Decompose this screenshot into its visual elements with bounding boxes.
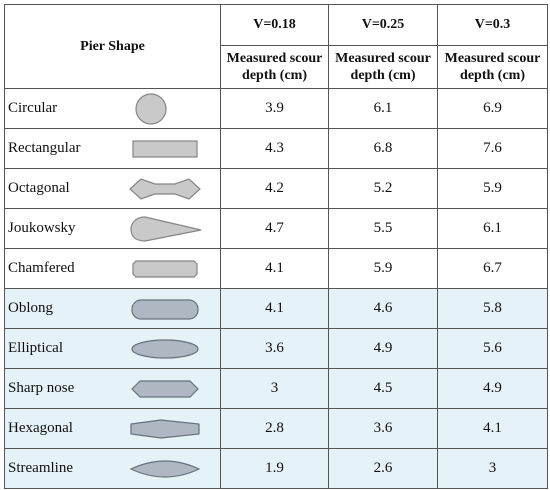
shape-cell [110,328,222,369]
value: 7.6 [437,128,549,169]
value: 6.8 [328,128,439,169]
value: 4.7 [220,208,330,249]
shape-cell [110,88,222,129]
value: 4.1 [437,408,549,449]
shape-cell [110,368,222,409]
row: Circular 3.9 6.1 6.9 [4,88,549,129]
value: 4.2 [220,168,330,209]
value: 2.8 [220,408,330,449]
shape-icon [132,139,198,158]
shape-name: Chamfered [4,248,111,289]
value: 4.5 [328,368,439,409]
shape-icon [132,259,198,278]
shape-name: Sharp nose [4,368,111,409]
header-row: Measured scour depth (cm) Measured scour… [5,45,549,89]
shape-cell [110,288,222,329]
value: 6.7 [437,248,549,289]
row: Sharp nose 3 4.5 4.9 [4,368,549,409]
measure-header: Measured scour depth (cm) [328,45,439,89]
row: Rectangular 4.3 6.8 7.6 [4,128,549,169]
velocity-header: V=0.3 [437,4,549,46]
value: 4.1 [220,288,330,329]
velocity-header: V=0.25 [328,4,439,46]
shape-name: Elliptical [4,328,111,369]
shape-icon [135,92,167,125]
shape-name: Hexagonal [4,408,111,449]
shape-name: Rectangular [4,128,111,169]
value: 5.5 [328,208,439,249]
value: 6.1 [328,88,439,129]
shape-icon [131,298,199,320]
value: 5.8 [437,288,549,329]
value: 4.3 [220,128,330,169]
value: 6.9 [437,88,549,129]
pier-shape-header: Pier Shape [3,4,222,89]
shape-cell [110,168,222,209]
shape-name: Circular [4,88,111,129]
row: Oblong 4.1 4.6 5.8 [4,288,549,329]
value: 3 [220,368,330,409]
value: 1.9 [220,448,330,489]
shape-icon [130,215,202,242]
value: 4.1 [220,248,330,289]
row: Elliptical 3.6 4.9 5.6 [4,328,549,369]
measure-header: Measured scour depth (cm) [220,45,330,89]
shape-icon [129,177,202,200]
value: 4.9 [328,328,439,369]
row: Octagonal 4.2 5.2 5.9 [4,168,549,209]
velocity-header: V=0.18 [220,4,330,46]
shape-icon [131,379,200,398]
value: 3.6 [220,328,330,369]
shape-icon [130,418,200,439]
value: 3.6 [328,408,439,449]
measure-header: Measured scour depth (cm) [437,45,549,89]
row: Streamline 1.9 2.6 3 [4,448,549,489]
value: 5.9 [328,248,439,289]
scour-table: Pier Shape V=0.18 V=0.25 V=0.3 Measured … [3,4,549,489]
shape-name: Octagonal [4,168,111,209]
shape-name: Joukowsky [4,208,111,249]
row: Hexagonal 2.8 3.6 4.1 [4,408,549,449]
shape-name: Streamline [4,448,111,489]
value: 5.9 [437,168,549,209]
shape-icon [129,459,201,478]
value: 3 [437,448,549,489]
value: 5.2 [328,168,439,209]
shape-cell [110,208,222,249]
shape-cell [110,128,222,169]
shape-cell [110,448,222,489]
row: Joukowsky 4.7 5.5 6.1 [4,208,549,249]
value: 5.6 [437,328,549,369]
shape-icon [131,338,199,359]
row: Chamfered 4.1 5.9 6.7 [4,248,549,289]
shape-name: Oblong [4,288,111,329]
value: 6.1 [437,208,549,249]
shape-cell [110,408,222,449]
value: 3.9 [220,88,330,129]
header-row: Pier Shape V=0.18 V=0.25 V=0.3 [3,4,549,89]
value: 4.9 [437,368,549,409]
shape-cell [110,248,222,289]
value: 4.6 [328,288,439,329]
value: 2.6 [328,448,439,489]
